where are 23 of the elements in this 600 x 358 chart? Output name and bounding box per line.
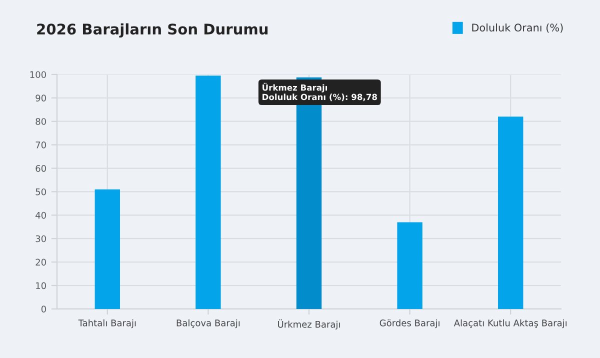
x-tick-label: Gördes Barajı (380, 319, 440, 328)
legend-label: Doluluk Oranı (%) (472, 23, 563, 33)
y-tick-label: 10 (36, 282, 46, 290)
y-tick-label: 70 (36, 142, 46, 148)
bar (196, 76, 221, 309)
x-tick-label: Balçova Barajı (176, 319, 240, 328)
y-tick-label: 50 (36, 188, 46, 196)
bar (397, 222, 422, 309)
x-tick-label: Ürkmez Barajı (278, 319, 340, 330)
x-tick-label: Alaçatı Kutlu Aktaş Barajı (454, 319, 566, 328)
annotation: Ürkmez Barajı Doluluk Oranı (%): 98,78 (262, 82, 377, 102)
bar (498, 116, 524, 309)
y-tick-label: 0 (41, 306, 46, 313)
x-tick-label: Tahtalı Barajı (78, 319, 136, 328)
y-tick-label: 30 (36, 235, 46, 242)
y-tick-label: 20 (36, 258, 46, 266)
y-tick-label: 90 (36, 94, 46, 102)
chart-title: 2026 Barajların Son Durumu (37, 23, 268, 38)
y-tick-label: 80 (36, 118, 46, 125)
bar (94, 189, 120, 309)
y-tick-label: 40 (36, 212, 46, 219)
y-tick-label: 100 (30, 71, 46, 78)
y-tick-label: 60 (36, 164, 46, 172)
